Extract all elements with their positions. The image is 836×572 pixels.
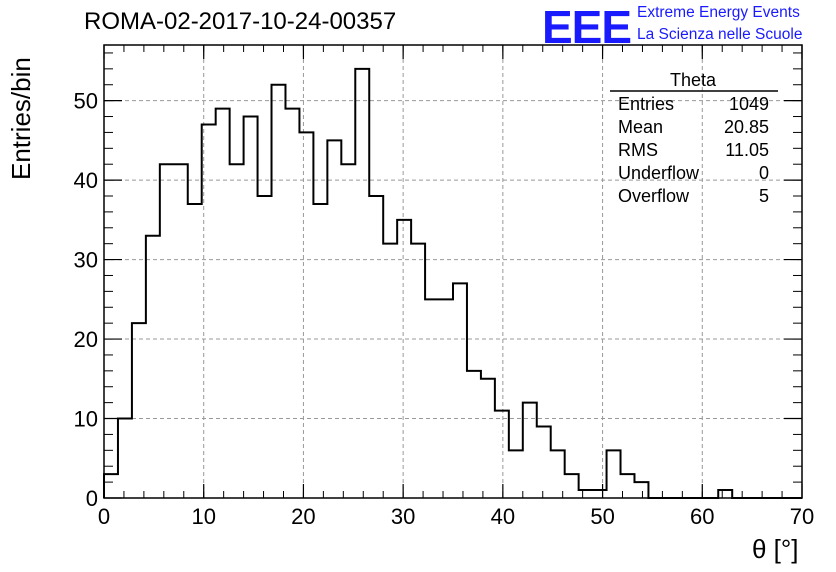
x-tick-label: 10 [191, 504, 215, 529]
x-tick-label: 40 [491, 504, 515, 529]
y-tick-label: 0 [86, 486, 98, 511]
x-tick-label: 0 [98, 504, 110, 529]
stats-label: Overflow [618, 186, 690, 206]
x-tick-label: 20 [291, 504, 315, 529]
chart-title: ROMA-02-2017-10-24-00357 [84, 8, 397, 35]
stats-label: Mean [618, 117, 663, 137]
x-tick-label: 70 [790, 504, 814, 529]
stats-value: 5 [759, 186, 769, 206]
x-axis-label: θ [°] [752, 534, 799, 564]
plot-frame [103, 44, 803, 499]
stats-label: Entries [618, 94, 674, 114]
stats-value: 11.05 [725, 140, 769, 160]
stats-value: 20.85 [724, 117, 769, 137]
y-tick-label: 50 [74, 89, 98, 114]
y-tick-label: 20 [74, 327, 98, 352]
y-tick-label: 40 [74, 168, 98, 193]
stats-box: Theta Entries 1049 Mean 20.85 RMS 11.05 Underfl… [610, 70, 778, 206]
x-tick-label: 60 [690, 504, 714, 529]
histogram-series [103, 67, 802, 499]
y-tick-label: 10 [74, 407, 98, 432]
x-tick-label: 30 [391, 504, 415, 529]
stats-label: Underflow [618, 163, 700, 183]
logo-line-1: Extreme Energy Events [637, 4, 800, 21]
stats-value: 1049 [729, 94, 769, 114]
x-tick-label: 50 [590, 504, 614, 529]
stats-value: 0 [759, 163, 769, 183]
y-tick-label: 30 [74, 248, 98, 273]
stats-title: Theta [670, 70, 717, 90]
logo-line-2: La Scienza nelle Scuole [637, 26, 803, 43]
stats-label: RMS [618, 140, 658, 160]
